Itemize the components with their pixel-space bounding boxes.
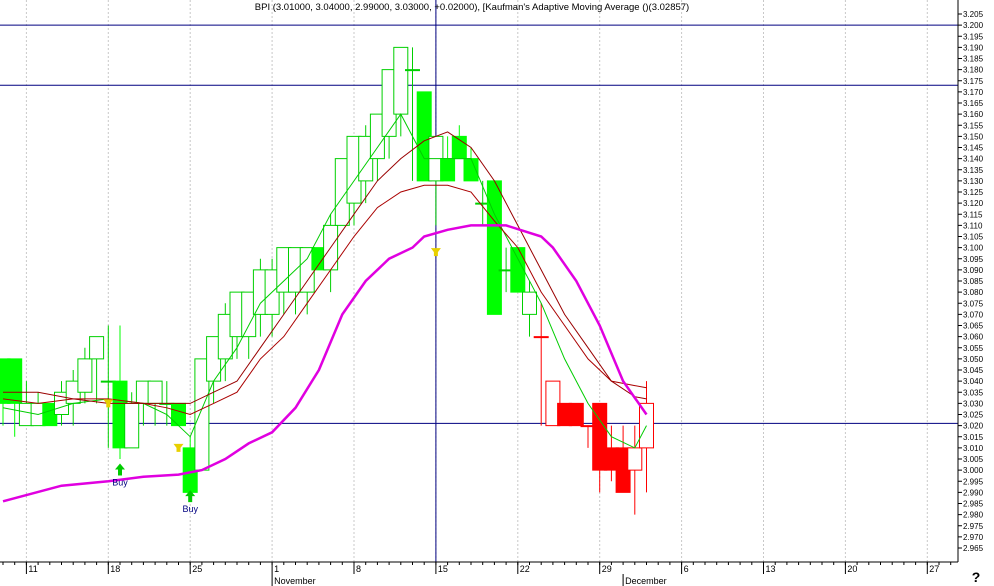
x-tick-label: 15 xyxy=(438,564,448,574)
y-tick-label: 3.095 xyxy=(963,255,984,264)
crosshair-layer xyxy=(0,0,958,562)
y-tick-label: 3.075 xyxy=(963,299,984,308)
candle-body xyxy=(486,180,502,315)
y-tick-label: 3.155 xyxy=(963,121,984,130)
candle-body xyxy=(592,402,608,471)
y-tick-label: 3.190 xyxy=(963,43,984,52)
y-tick-label: 3.120 xyxy=(963,199,984,208)
y-tick-label: 3.200 xyxy=(963,21,984,30)
candle-body xyxy=(522,291,537,315)
y-tick-label: 3.020 xyxy=(963,422,984,431)
marker-icon xyxy=(103,399,114,408)
y-tick-label: 3.140 xyxy=(963,155,984,164)
y-tick-label: 3.130 xyxy=(963,177,984,186)
y-tick-label: 3.180 xyxy=(963,66,984,75)
y-tick-label: 2.980 xyxy=(963,511,984,520)
candle-body xyxy=(7,358,23,404)
y-tick-label: 3.145 xyxy=(963,144,984,153)
x-tick-label: 25 xyxy=(192,564,202,574)
buy-signal-label: Buy xyxy=(112,477,128,487)
y-tick-label: 3.185 xyxy=(963,55,984,64)
y-tick-label: 3.030 xyxy=(963,399,984,408)
y-tick-label: 3.195 xyxy=(963,32,984,41)
y-tick-label: 3.160 xyxy=(963,110,984,119)
y-tick-label: 3.055 xyxy=(963,344,984,353)
x-tick-label: 29 xyxy=(602,564,612,574)
y-tick-label: 3.090 xyxy=(963,266,984,275)
grid-layer xyxy=(25,0,928,562)
y-tick-label: 3.060 xyxy=(963,333,984,342)
candle-body xyxy=(124,402,140,449)
candle-body xyxy=(89,336,105,360)
y-tick-label: 3.100 xyxy=(963,244,984,253)
series-layer xyxy=(2,113,648,503)
y-tick-label: 3.035 xyxy=(963,388,984,397)
buy-signal-label: Buy xyxy=(182,504,198,514)
y-tick-label: 3.000 xyxy=(963,466,984,475)
series-line-ma_mid xyxy=(2,184,647,416)
buy-arrow-icon xyxy=(185,490,196,503)
marker-icon xyxy=(173,443,184,452)
y-tick-label: 3.010 xyxy=(963,444,984,453)
y-tick-label: 3.040 xyxy=(963,377,984,386)
candle-body xyxy=(627,447,643,471)
y-tick-label: 3.150 xyxy=(963,132,984,141)
signal-layer: Buy Buy xyxy=(103,248,441,514)
y-tick-label: 3.165 xyxy=(963,99,984,108)
buy-arrow-icon xyxy=(115,463,125,476)
y-tick-label: 2.970 xyxy=(963,533,984,542)
y-tick-label: 3.110 xyxy=(963,221,983,230)
x-tick-label: 6 xyxy=(684,564,689,574)
candle-body xyxy=(77,358,93,393)
x-tick-label: 27 xyxy=(929,564,939,574)
candle-body xyxy=(405,69,420,72)
y-tick-label: 3.005 xyxy=(963,455,984,464)
x-tick-label: 13 xyxy=(766,564,776,574)
y-tick-label: 3.080 xyxy=(963,288,984,297)
y-tick-label: 3.050 xyxy=(963,355,984,364)
y-tick-label: 3.125 xyxy=(963,188,984,197)
y-tick-label: 3.175 xyxy=(963,77,984,86)
x-tick-label: 18 xyxy=(110,564,120,574)
y-tick-label: 3.170 xyxy=(963,88,984,97)
y-tick-label: 3.025 xyxy=(963,411,984,420)
help-icon[interactable]: ? xyxy=(972,569,981,585)
y-tick-label: 2.985 xyxy=(963,500,984,509)
y-tick-label: 3.115 xyxy=(963,210,983,219)
candle-body xyxy=(533,336,549,339)
y-tick-label: 3.085 xyxy=(963,277,984,286)
x-month-label: December xyxy=(625,576,667,586)
y-tick-label: 2.975 xyxy=(963,522,984,531)
y-tick-label: 3.135 xyxy=(963,166,984,175)
x-tick-label: 11 xyxy=(28,564,37,574)
candle-body xyxy=(171,402,186,427)
candle-body xyxy=(147,380,163,404)
series-line-ma_fast xyxy=(2,113,647,449)
y-tick-label: 3.105 xyxy=(963,233,984,242)
chart-title: BPI (3.01000, 3.04000, 2.99000, 3.03000,… xyxy=(255,2,689,13)
candle-body xyxy=(440,158,456,182)
x-tick-label: 8 xyxy=(356,564,361,574)
series-line-ma_slow xyxy=(3,131,647,404)
x-tick-label: 22 xyxy=(520,564,530,574)
y-tick-label: 3.045 xyxy=(963,366,984,375)
marker-icon xyxy=(430,248,441,257)
x-month-label: November xyxy=(274,576,316,586)
candle-body xyxy=(568,402,584,427)
candle-body xyxy=(393,46,409,115)
y-tick-label: 3.015 xyxy=(963,433,984,442)
x-tick-label: 1 xyxy=(274,564,279,574)
y-tick-label: 3.070 xyxy=(963,310,984,319)
y-tick-label: 3.065 xyxy=(963,322,984,331)
y-tick-label: 2.990 xyxy=(963,488,984,497)
x-tick-label: 20 xyxy=(847,564,857,574)
y-tick-label: 2.995 xyxy=(963,477,984,486)
series-line-kama xyxy=(2,224,648,503)
y-tick-label: 3.205 xyxy=(963,10,984,19)
candle-body xyxy=(510,247,526,293)
y-tick-label: 2.965 xyxy=(963,544,984,553)
